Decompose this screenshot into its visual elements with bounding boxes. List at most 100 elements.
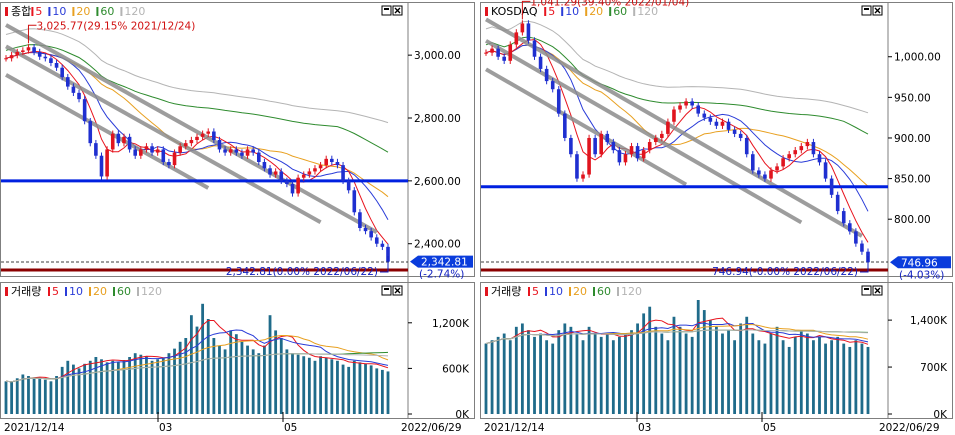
candle-body xyxy=(346,180,351,191)
volume-bar xyxy=(490,340,494,414)
candle-body xyxy=(763,174,767,179)
candle-body xyxy=(363,228,368,232)
volume-bar xyxy=(496,336,500,414)
volume-ma-5-line xyxy=(485,317,869,345)
legend-ma-swatch xyxy=(48,287,50,296)
volume-bar xyxy=(527,330,530,414)
current-value-text: 2,342.81 xyxy=(421,257,468,269)
candle-body xyxy=(155,149,160,153)
volume-bar xyxy=(184,338,188,414)
volume-bar xyxy=(605,333,609,414)
date-label: 2022/06/29 xyxy=(879,422,940,434)
volume-bar xyxy=(672,316,676,414)
volume-bar xyxy=(150,360,154,414)
volume-bar xyxy=(520,323,524,414)
candle-body xyxy=(296,177,300,194)
price-tick-label: 2,600.00 xyxy=(414,176,461,188)
candle-body xyxy=(122,136,126,144)
candle-body xyxy=(178,146,182,153)
legend-ma-swatch xyxy=(561,7,564,16)
candle-body xyxy=(172,152,177,166)
maximize-icon[interactable] xyxy=(381,285,392,296)
volume-bar xyxy=(189,315,193,414)
candle-body xyxy=(732,129,737,134)
candle-body xyxy=(550,81,555,90)
volume-bar xyxy=(751,333,755,414)
legend-ma-swatch xyxy=(113,287,115,296)
current-value-pointer-icon xyxy=(890,256,898,269)
candle-body xyxy=(781,158,785,167)
candle-body xyxy=(708,117,713,122)
volume-bar xyxy=(201,303,205,414)
volume-bar xyxy=(569,326,573,414)
candle-body xyxy=(352,190,357,213)
ma-5-line xyxy=(485,38,869,243)
candle-body xyxy=(32,47,36,52)
volume-bar xyxy=(21,374,25,414)
candle-body xyxy=(4,58,8,60)
volume-bar xyxy=(364,363,367,414)
legend-ma-swatch xyxy=(593,287,595,296)
volume-bar xyxy=(291,353,294,414)
high-pointer-arrow xyxy=(27,24,37,44)
candle-body xyxy=(793,150,798,155)
candle-body xyxy=(714,121,719,126)
candle-body xyxy=(502,56,506,61)
legend-ma-swatch xyxy=(585,7,588,16)
volume-bar xyxy=(285,349,289,414)
candle-body xyxy=(817,154,822,163)
trend-channel-line xyxy=(485,39,803,225)
volume-bar xyxy=(636,323,639,414)
maximize-icon[interactable] xyxy=(381,5,392,16)
volume-bar xyxy=(781,340,785,414)
legend-ma-5: 5 xyxy=(548,5,555,18)
trend-channel-line xyxy=(5,23,378,234)
current-value-badge xyxy=(898,256,951,269)
panel-kosdaq: KOSDAQ 5 10 20 60 120 거래량 5 10 20 60 120 1,000.00 950… xyxy=(480,0,953,434)
legend-ma-swatch xyxy=(528,287,530,296)
candle-body xyxy=(268,168,272,175)
candle-body xyxy=(556,89,561,114)
candle-body xyxy=(666,121,670,134)
legend-ma-120: 120 xyxy=(124,5,145,18)
candle-body xyxy=(144,146,149,150)
volume-ma-10-line xyxy=(485,322,869,345)
volume-bar xyxy=(557,330,561,414)
volume-bar xyxy=(533,336,536,414)
volume-bar xyxy=(257,353,261,414)
volume-bar xyxy=(32,377,36,414)
volume-bar xyxy=(514,326,518,414)
volume-bar xyxy=(274,330,278,414)
candle-body xyxy=(341,165,345,181)
candle-body xyxy=(183,143,188,147)
high-annotation-label: 3,025.77(29.15% 2021/12/24) xyxy=(36,20,195,32)
candle-body xyxy=(65,77,70,87)
maximize-icon-bar xyxy=(384,8,389,10)
maximize-icon[interactable] xyxy=(861,285,872,296)
volume-bar xyxy=(229,330,233,414)
volume-pane-border xyxy=(0,282,475,419)
date-label: 2022/06/29 xyxy=(401,422,462,434)
volume-bar xyxy=(484,343,488,414)
candle-body xyxy=(200,133,205,137)
legend-ma-20: 20 xyxy=(589,5,603,18)
candle-body xyxy=(150,146,154,153)
legend-ma-60: 60 xyxy=(597,285,611,298)
candle-body xyxy=(496,48,500,57)
maximize-icon[interactable] xyxy=(861,5,872,16)
volume-bar xyxy=(830,340,834,414)
candle-body xyxy=(21,50,25,52)
volume-bar xyxy=(55,376,58,414)
close-icon-cross xyxy=(394,7,401,14)
volume-bar xyxy=(195,326,199,414)
legend-ma-60: 60 xyxy=(100,5,114,18)
trend-channel-line xyxy=(485,17,863,238)
volume-bar xyxy=(660,333,664,414)
current-change-text: (-4.03%) xyxy=(899,269,944,281)
volume-bar xyxy=(763,343,767,414)
volume-bar xyxy=(375,368,379,414)
candle-body xyxy=(71,86,76,93)
candle-body xyxy=(374,237,379,244)
candle-body xyxy=(563,113,567,138)
legend-ma-120: 120 xyxy=(637,5,658,18)
